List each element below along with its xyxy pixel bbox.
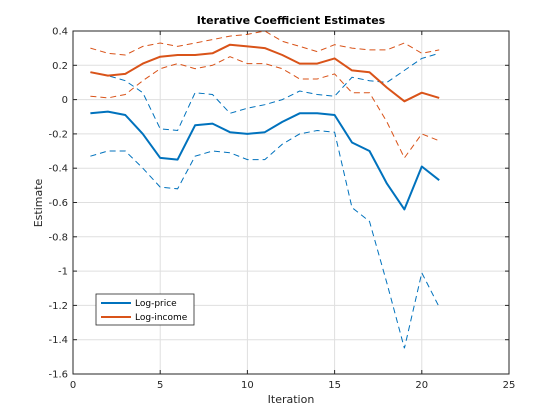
y-tick-label: 0.4 <box>52 27 68 38</box>
legend-box <box>95 293 195 326</box>
x-axis-label: Iteration <box>268 393 315 406</box>
x-tick-label: 5 <box>157 380 163 391</box>
series-log-income-line <box>90 43 440 103</box>
series-log-income-lower-bound <box>90 56 440 159</box>
x-tick-label: 0 <box>70 380 76 391</box>
series-log-price-line <box>90 110 440 211</box>
chart-title: Iterative Coefficient Estimates <box>197 14 386 27</box>
legend-label-log-income: Log-income <box>135 313 188 323</box>
y-tick-label: 0.2 <box>52 61 68 72</box>
x-tick-label: 10 <box>241 380 254 391</box>
tick-marks <box>72 30 510 375</box>
y-tick-label: -1.6 <box>48 370 68 381</box>
y-tick-label: -1.4 <box>48 335 68 346</box>
y-tick-label: -0.6 <box>48 198 68 209</box>
series-log-income-upper-bound <box>90 30 440 56</box>
series-log-price-lower-bound <box>90 129 440 349</box>
y-tick-label: -0.8 <box>48 232 68 243</box>
y-tick-label: -0.4 <box>48 164 68 175</box>
x-tick-label: 25 <box>503 380 516 391</box>
y-tick-label: -1.2 <box>48 301 68 312</box>
x-tick-label: 20 <box>415 380 428 391</box>
series-layer <box>90 30 440 349</box>
series-log-income <box>90 30 440 159</box>
y-tick-label: 0 <box>62 95 68 106</box>
x-tick-label: 15 <box>328 380 341 391</box>
legend-label-log-price: Log-price <box>135 299 177 309</box>
y-axis-label: Estimate <box>32 178 45 227</box>
tick-labels: 0 5 10 15 20 25 -1.6 -1.4 -1.2 -1 -0.8 -0.6 -0.4 -0.2… <box>48 27 515 392</box>
legend: Log-price Log-income <box>95 293 195 326</box>
y-tick-label: -0.2 <box>48 129 68 140</box>
y-tick-label: -1 <box>58 267 68 278</box>
